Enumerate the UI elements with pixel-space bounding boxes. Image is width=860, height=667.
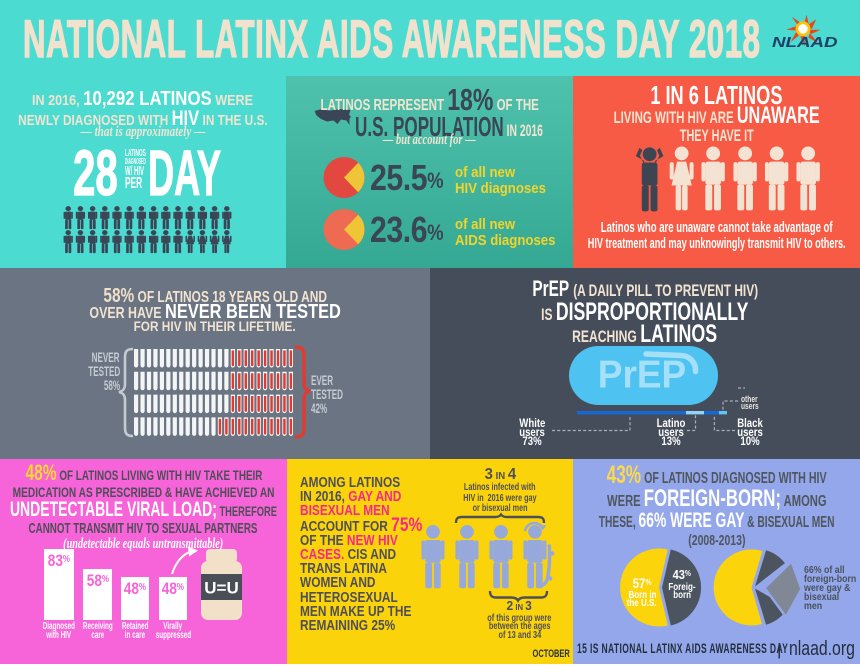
svg-text:PrEP: PrEP: [598, 354, 687, 397]
svg-text:NLAAD: NLAAD: [772, 34, 838, 51]
svg-text:U=U: U=U: [204, 579, 238, 598]
